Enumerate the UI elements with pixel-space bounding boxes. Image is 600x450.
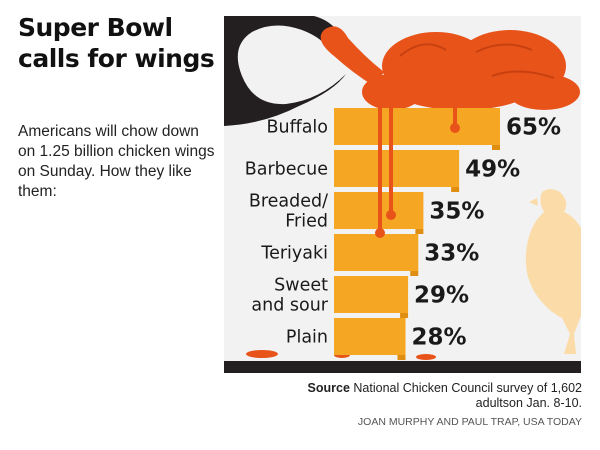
category-label: Plain bbox=[286, 328, 328, 348]
bar-6 bbox=[334, 318, 406, 355]
category-label: Sweet and sour bbox=[251, 276, 328, 316]
bar-shadow bbox=[492, 145, 500, 150]
chart-floor bbox=[224, 361, 581, 373]
wings-bar-chart: 65% Buffalo 49% Barbecue 35% Breaded/Fried 33%… bbox=[224, 16, 581, 373]
sauce-drop bbox=[375, 228, 385, 238]
bar-4 bbox=[334, 234, 419, 271]
category-label-line: Fried bbox=[285, 212, 328, 232]
sauce-drip bbox=[378, 102, 382, 232]
value-label: 33% bbox=[424, 241, 479, 267]
source-label: Source bbox=[307, 381, 350, 395]
value-label: 29% bbox=[414, 283, 469, 309]
sauce-drop bbox=[386, 210, 396, 220]
hand-silhouette bbox=[224, 16, 346, 126]
bar-shadow bbox=[451, 187, 460, 192]
category-label-line: and sour bbox=[251, 296, 328, 316]
source-text: National Chicken Council survey of 1,602… bbox=[353, 381, 582, 410]
chart-panel: 65% Buffalo 49% Barbecue 35% Breaded/Fried 33%… bbox=[224, 16, 581, 373]
wing bbox=[508, 74, 580, 110]
bar-2 bbox=[334, 150, 460, 187]
wing-texture bbox=[491, 70, 555, 79]
wing-texture bbox=[399, 43, 447, 57]
headline: Super Bowl calls for wings bbox=[18, 13, 215, 73]
credit-line: JOAN MURPHY AND PAUL TRAP, USA TODAY bbox=[357, 416, 582, 428]
sauce-drip bbox=[453, 102, 457, 126]
category-label-line: Breaded/ bbox=[249, 192, 328, 212]
value-label: 35% bbox=[429, 199, 484, 225]
value-label: 49% bbox=[465, 157, 520, 183]
value-label: 65% bbox=[506, 115, 561, 141]
sauce-drips bbox=[375, 102, 460, 238]
sauce-drop bbox=[450, 123, 460, 133]
wing bbox=[362, 74, 422, 110]
chicken-silhouette bbox=[525, 189, 581, 354]
category-label: Barbecue bbox=[245, 160, 328, 180]
bar-5 bbox=[334, 276, 409, 313]
sauce-drip bbox=[389, 102, 393, 214]
intro-text: Americans will chow down on 1.25 billion… bbox=[18, 123, 215, 200]
category-label-line: Barbecue bbox=[245, 160, 328, 180]
bar-1 bbox=[334, 108, 500, 145]
source-note: Source National Chicken Council survey o… bbox=[270, 381, 582, 411]
category-label-line: Plain bbox=[286, 328, 328, 348]
chicken-beak bbox=[529, 198, 538, 206]
wing bbox=[392, 66, 532, 110]
category-label-line: Sweet bbox=[274, 276, 328, 296]
bar-shadow bbox=[400, 313, 409, 318]
category-label: Breaded/Fried bbox=[249, 192, 328, 232]
category-label: Teriyaki bbox=[260, 244, 328, 264]
wings-pile bbox=[320, 26, 580, 110]
value-label: 28% bbox=[412, 325, 467, 351]
wing-texture bbox=[475, 43, 533, 53]
category-label: Buffalo bbox=[267, 118, 328, 138]
category-label-line: Teriyaki bbox=[260, 244, 328, 264]
bar-shadow bbox=[415, 229, 424, 234]
bar-shadow bbox=[397, 355, 406, 360]
category-label-line: Buffalo bbox=[267, 118, 328, 138]
sauce-puddle bbox=[246, 350, 278, 358]
sauce-puddle bbox=[416, 354, 436, 360]
wing-held bbox=[320, 26, 384, 86]
bar-shadow bbox=[410, 271, 419, 276]
